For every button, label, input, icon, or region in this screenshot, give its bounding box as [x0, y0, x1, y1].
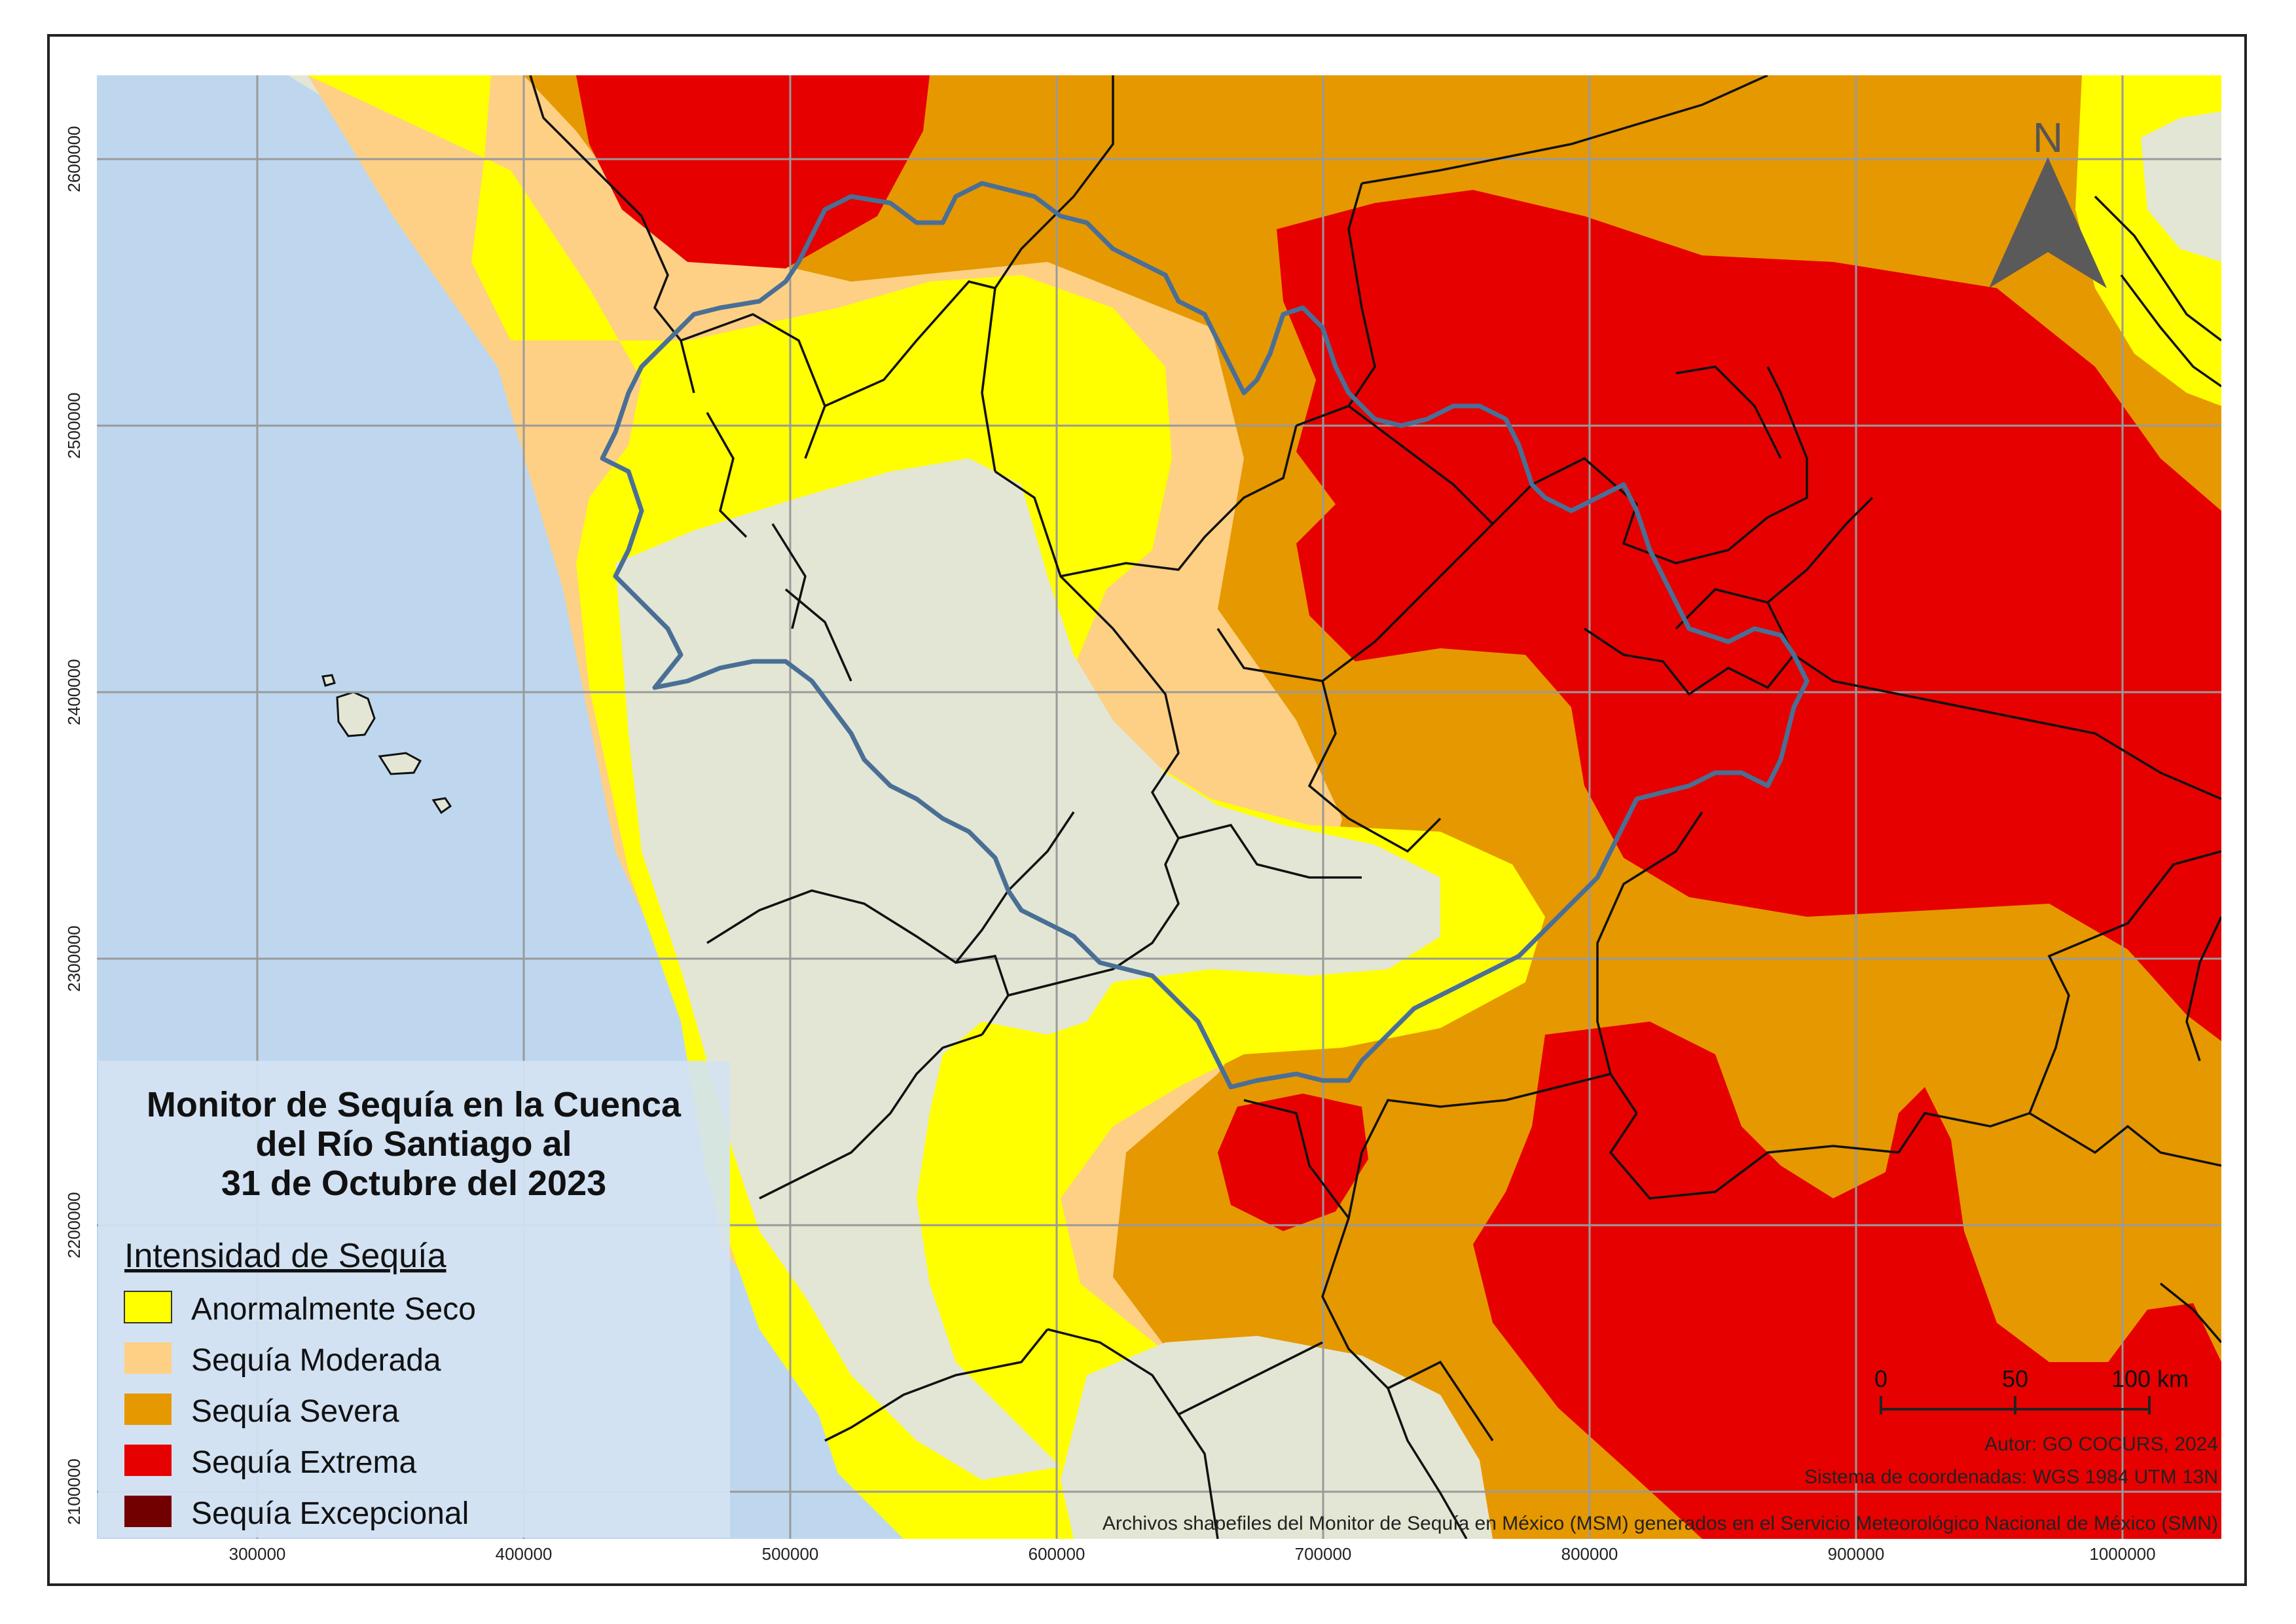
- island: [321, 674, 336, 687]
- x-tick-label: 600000: [1029, 1544, 1085, 1564]
- north-arrow-icon: [1989, 157, 2107, 288]
- x-tick-label: 700000: [1295, 1544, 1352, 1564]
- terrain-area: [1061, 1336, 1493, 1539]
- scale-label: 50: [2002, 1365, 2028, 1392]
- legend-panel: Monitor de Sequía en la Cuenca del Río S…: [98, 1061, 730, 1538]
- drought-extrema: [1277, 190, 2221, 1041]
- island: [336, 691, 376, 737]
- legend-swatch-sequia-moderada: [124, 1342, 172, 1374]
- y-tick-label: 2300000: [64, 925, 84, 991]
- legend-label: Anormalmente Seco: [191, 1292, 476, 1327]
- x-tick-label: 500000: [762, 1544, 819, 1564]
- scale-label: 100 km: [2111, 1365, 2189, 1392]
- map-title-line: Monitor de Sequía en la Cuenca: [147, 1085, 682, 1124]
- north-arrow: N: [1989, 114, 2107, 288]
- legend-label: Sequía Extrema: [191, 1445, 416, 1480]
- map-frame: [47, 34, 2247, 1586]
- legend-label: Sequía Excepcional: [191, 1496, 469, 1531]
- santiago-basin-outline: [600, 181, 1810, 1090]
- credits: Autor: GO COCURS, 2024 Sistema de coorde…: [1102, 1433, 2218, 1534]
- map-title-line: 31 de Octubre del 2023: [221, 1164, 606, 1203]
- island: [431, 797, 452, 815]
- legend-swatch-anormalmente-seco: [124, 1291, 172, 1323]
- legend-title: Intensidad de Sequía: [124, 1237, 446, 1275]
- scale-label: 0: [1874, 1365, 1887, 1392]
- legend-background: [98, 1061, 730, 1538]
- legend-label: Sequía Moderada: [191, 1343, 441, 1378]
- legend-swatch-sequia-excepcional: [124, 1496, 172, 1527]
- legend-label: Sequía Severa: [191, 1394, 399, 1429]
- x-tick-label: 800000: [1561, 1544, 1618, 1564]
- credit-source: Archivos shapefiles del Monitor de Sequí…: [1102, 1513, 2218, 1534]
- coordinate-grid: [97, 75, 2221, 1539]
- y-tick-label: 2600000: [64, 126, 84, 192]
- y-tick-label: 2400000: [64, 659, 84, 725]
- x-axis-ticks: 300000 400000 500000 600000 700000 80000…: [229, 1544, 2156, 1564]
- x-tick-label: 400000: [496, 1544, 553, 1564]
- x-tick-label: 1000000: [2089, 1544, 2155, 1564]
- x-tick-label: 900000: [1828, 1544, 1885, 1564]
- north-label: N: [2033, 114, 2063, 161]
- scale-bar: 0 50 100 km: [1874, 1365, 2189, 1414]
- drought-extrema: [1218, 1094, 1368, 1231]
- map-title-line: del Río Santiago al: [255, 1124, 572, 1164]
- credit-crs: Sistema de coordenadas: WGS 1984 UTM 13N: [1804, 1466, 2218, 1488]
- y-tick-label: 2500000: [64, 392, 84, 458]
- x-tick-label: 300000: [229, 1544, 286, 1564]
- y-axis-ticks: 2600000 2500000 2400000 2300000 2200000 …: [64, 126, 84, 1524]
- island: [378, 752, 422, 775]
- y-tick-label: 2200000: [64, 1192, 84, 1258]
- legend-swatch-sequia-extrema: [124, 1445, 172, 1476]
- y-tick-label: 2100000: [64, 1458, 84, 1524]
- legend-swatch-sequia-severa: [124, 1393, 172, 1425]
- drought-extrema: [576, 75, 930, 268]
- terrain-area: [2141, 111, 2221, 262]
- credit-author: Autor: GO COCURS, 2024: [1984, 1433, 2218, 1455]
